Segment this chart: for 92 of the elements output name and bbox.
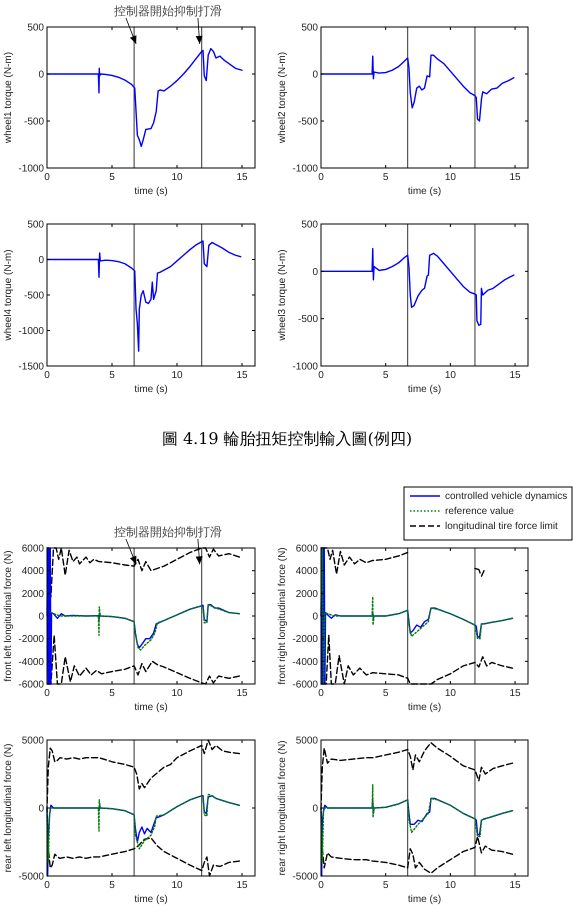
- x-axis-title: time (s): [134, 702, 168, 713]
- y-axis-title: front right longitudinal force (N): [277, 547, 288, 685]
- x-tick-label: 5: [109, 880, 116, 891]
- y-axis-title: rear right longitudinal force (N): [277, 740, 288, 876]
- x-tick-label: 15: [510, 172, 522, 183]
- x-tick-label: 15: [236, 172, 248, 183]
- x-tick-label: 5: [382, 370, 389, 381]
- x-tick-label: 5: [382, 688, 389, 699]
- y-tick-label: 6000: [296, 544, 318, 554]
- y-tick-label: 500: [301, 220, 318, 230]
- y-tick-label: -4000: [292, 656, 318, 668]
- y-tick-label: -500: [24, 290, 44, 302]
- y-tick-label: 0: [38, 70, 44, 80]
- x-tick-label: 10: [171, 688, 183, 699]
- y-tick-label: 0: [38, 255, 44, 266]
- y-tick-label: -6000: [292, 680, 318, 690]
- y-tick-label: 0: [312, 612, 318, 622]
- line-series: [320, 784, 514, 864]
- x-tick-label: 5: [382, 172, 389, 183]
- y-tick-label: -6000: [18, 680, 44, 690]
- y-tick-label: -500: [24, 116, 44, 128]
- x-tick-label: 10: [444, 880, 456, 891]
- x-tick-label: 5: [109, 370, 116, 381]
- y-axis-title: rear left longitudinal force (N): [3, 744, 14, 872]
- x-axis-title: time (s): [408, 894, 442, 905]
- x-tick-label: 10: [171, 370, 183, 381]
- x-tick-label: 10: [444, 688, 456, 699]
- y-tick-label: 0: [38, 612, 44, 622]
- x-axis-title: time (s): [134, 894, 168, 905]
- y-tick-label: 500: [27, 22, 44, 34]
- y-tick-label: 0: [312, 70, 318, 80]
- y-tick-label: 0: [312, 804, 318, 814]
- y-tick-label: -2000: [292, 634, 318, 646]
- legend-label: reference value: [445, 506, 514, 517]
- line-series: [50, 604, 240, 651]
- line-series: [320, 248, 514, 326]
- x-tick-label: 5: [109, 688, 116, 699]
- x-tick-label: 15: [236, 688, 248, 699]
- y-tick-label: 2000: [22, 588, 44, 600]
- y-tick-label: -5000: [292, 872, 318, 882]
- line-series: [474, 568, 485, 578]
- x-axis-title: time (s): [134, 186, 168, 197]
- x-tick-label: 5: [382, 880, 389, 891]
- y-tick-label: 5000: [22, 736, 44, 746]
- y-tick-label: -2000: [18, 634, 44, 646]
- y-axis-title: front left longitudinal force (N): [3, 550, 14, 682]
- y-axis-title: wheel2 torque (N-m): [277, 52, 288, 144]
- y-tick-label: 0: [38, 804, 44, 814]
- x-tick-label: 15: [236, 880, 248, 891]
- line-series: [46, 795, 240, 877]
- x-tick-label: 15: [510, 370, 522, 381]
- text: 控制器開始抑制打滑: [114, 525, 222, 539]
- legend-label: longitudinal tire force limit: [445, 521, 558, 532]
- y-tick-label: -1000: [18, 326, 44, 337]
- y-tick-label: -4000: [18, 656, 44, 668]
- y-tick-label: 500: [301, 22, 318, 34]
- line-series: [320, 547, 514, 685]
- x-tick-label: 10: [444, 172, 456, 183]
- legend-label: controlled vehicle dynamics: [445, 491, 568, 502]
- line-series: [46, 547, 240, 685]
- line-series: [320, 798, 514, 877]
- y-tick-label: -1500: [18, 362, 44, 372]
- y-tick-label: 2000: [296, 588, 318, 600]
- x-tick-label: 15: [236, 370, 248, 381]
- y-tick-label: -1000: [292, 164, 318, 174]
- x-axis-title: time (s): [408, 384, 442, 395]
- x-tick-label: 15: [510, 880, 522, 891]
- y-axis-title: wheel1 torque (N-m): [3, 52, 14, 144]
- caption: 圖 4.19 輪胎扭矩控制輸入圖(例四): [162, 429, 412, 448]
- text: 控制器開始抑制打滑: [114, 4, 222, 18]
- y-axis-title: wheel4 torque (N-m): [3, 249, 14, 342]
- x-tick-label: 10: [171, 880, 183, 891]
- x-axis-title: time (s): [408, 702, 442, 713]
- y-tick-label: 500: [27, 220, 44, 230]
- y-tick-label: -1000: [292, 362, 318, 372]
- y-axis-title: wheel3 torque (N-m): [277, 249, 288, 342]
- x-axis-title: time (s): [134, 384, 168, 395]
- x-tick-label: 5: [109, 172, 116, 183]
- y-tick-label: 0: [312, 266, 318, 278]
- y-tick-label: -500: [298, 314, 318, 326]
- y-tick-label: 4000: [22, 566, 44, 578]
- y-tick-label: -500: [298, 116, 318, 128]
- x-tick-label: 10: [171, 172, 183, 183]
- y-tick-label: 6000: [22, 544, 44, 554]
- y-tick-label: -5000: [18, 872, 44, 882]
- y-tick-label: -1000: [18, 164, 44, 174]
- x-tick-label: 15: [510, 688, 522, 699]
- line-series: [46, 794, 240, 864]
- x-axis-title: time (s): [408, 186, 442, 197]
- y-tick-label: 5000: [296, 736, 318, 746]
- y-tick-label: 4000: [296, 566, 318, 578]
- x-tick-label: 10: [444, 370, 456, 381]
